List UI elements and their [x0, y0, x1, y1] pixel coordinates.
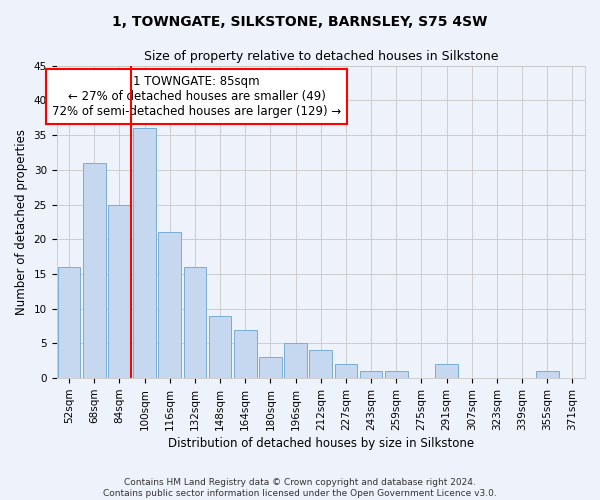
Bar: [83, 163, 106, 378]
X-axis label: Distribution of detached houses by size in Silkstone: Distribution of detached houses by size …: [168, 437, 474, 450]
Bar: [133, 128, 156, 378]
Bar: [385, 372, 407, 378]
Y-axis label: Number of detached properties: Number of detached properties: [15, 129, 28, 315]
Text: 1 TOWNGATE: 85sqm
← 27% of detached houses are smaller (49)
72% of semi-detached: 1 TOWNGATE: 85sqm ← 27% of detached hous…: [52, 75, 341, 118]
Bar: [259, 358, 282, 378]
Bar: [284, 344, 307, 378]
Bar: [335, 364, 357, 378]
Text: 1, TOWNGATE, SILKSTONE, BARNSLEY, S75 4SW: 1, TOWNGATE, SILKSTONE, BARNSLEY, S75 4S…: [112, 15, 488, 29]
Bar: [234, 330, 257, 378]
Bar: [536, 372, 559, 378]
Bar: [360, 372, 382, 378]
Bar: [158, 232, 181, 378]
Bar: [209, 316, 232, 378]
Bar: [435, 364, 458, 378]
Text: Contains HM Land Registry data © Crown copyright and database right 2024.
Contai: Contains HM Land Registry data © Crown c…: [103, 478, 497, 498]
Bar: [310, 350, 332, 378]
Bar: [108, 204, 131, 378]
Bar: [184, 267, 206, 378]
Title: Size of property relative to detached houses in Silkstone: Size of property relative to detached ho…: [143, 50, 498, 63]
Bar: [58, 267, 80, 378]
